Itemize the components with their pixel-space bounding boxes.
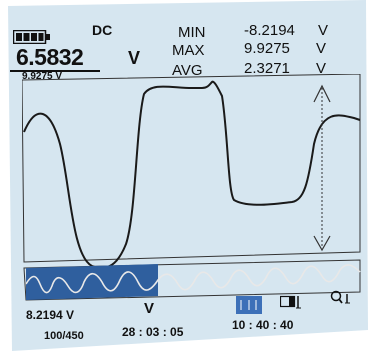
elapsed-time: 28 : 03 : 05 bbox=[122, 325, 184, 339]
main-unit: V bbox=[128, 48, 141, 68]
stat-avg-value: 2.3271 bbox=[244, 60, 290, 77]
waveform-trace bbox=[23, 80, 361, 269]
waveform-frame bbox=[22, 74, 361, 263]
stat-max-label: MAX bbox=[172, 42, 205, 59]
stat-max-value: 9.9275 bbox=[244, 40, 290, 57]
cursor-unit: V bbox=[144, 300, 155, 317]
reading-underline bbox=[10, 70, 100, 72]
sub-reading: 9.9275 V bbox=[22, 71, 63, 82]
stat-min-value: -8.2194 bbox=[244, 22, 295, 39]
cursor-arrow-down bbox=[313, 235, 331, 252]
stat-avg-label: AVG bbox=[172, 62, 203, 79]
zoom-icon[interactable] bbox=[330, 290, 352, 306]
stat-min-label: MIN bbox=[178, 24, 206, 41]
overview-trace bbox=[25, 264, 361, 294]
stat-max-unit: V bbox=[316, 40, 327, 57]
record-count: 100/450 bbox=[44, 330, 84, 342]
main-reading: 6.5832 bbox=[16, 44, 84, 70]
overview-strip bbox=[23, 259, 361, 301]
clock-time: 10 : 40 : 40 bbox=[232, 318, 294, 332]
waveform-plot[interactable] bbox=[22, 74, 362, 306]
cursor-arrow-up bbox=[313, 84, 331, 103]
battery-icon bbox=[13, 30, 51, 44]
stat-min-unit: V bbox=[318, 22, 329, 39]
coupling-label: DC bbox=[92, 22, 113, 38]
battery-small-icon[interactable] bbox=[280, 294, 302, 310]
cursor-reading: 8.2194 V bbox=[26, 308, 75, 322]
stat-avg-unit: V bbox=[316, 60, 327, 77]
cursor-mode-icon[interactable] bbox=[236, 296, 262, 314]
